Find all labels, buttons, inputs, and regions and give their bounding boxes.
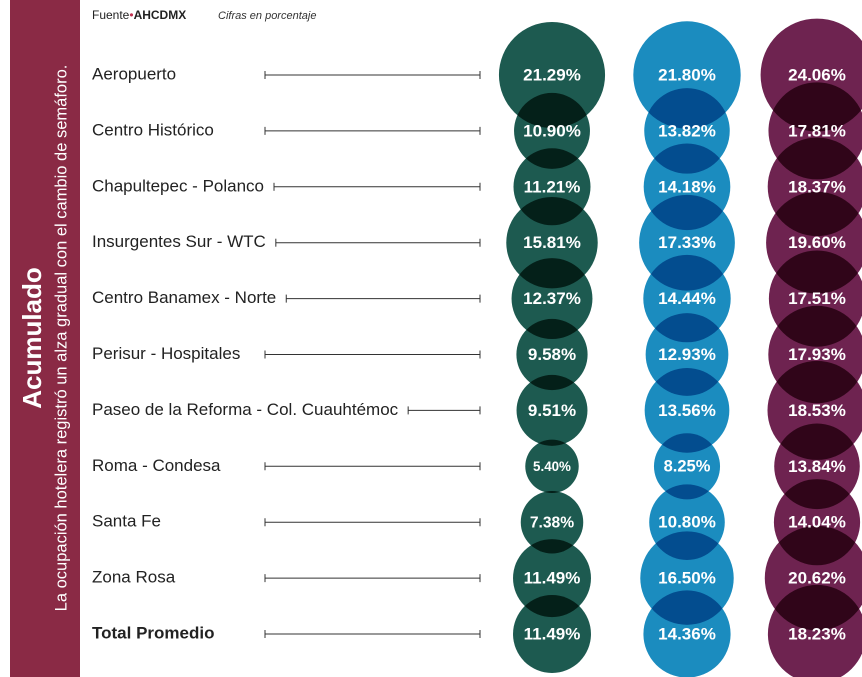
value-label: 18.53%: [788, 401, 846, 420]
value-label: 17.51%: [788, 289, 846, 308]
source-dot: •: [129, 8, 133, 22]
bubble: [513, 539, 591, 618]
value-label: 14.04%: [788, 513, 846, 532]
value-label: 20.62%: [788, 569, 846, 588]
value-label: 21.29%: [523, 65, 581, 84]
category-label: Chapultepec - Polanco: [92, 176, 264, 195]
category-label: Santa Fe: [92, 512, 161, 531]
value-label: 24.06%: [788, 65, 846, 84]
category-label: Centro Histórico: [92, 120, 214, 139]
value-label: 9.58%: [528, 345, 576, 364]
value-label: 9.51%: [528, 401, 576, 420]
bubble: [516, 374, 588, 446]
value-label: 5.40%: [533, 459, 571, 474]
value-label: 16.50%: [658, 569, 716, 588]
side-subtitle: La ocupación hotelera registró un alza g…: [52, 65, 70, 612]
value-label: 17.93%: [788, 345, 846, 364]
side-sub: La ocupación hotelera registró un alza g…: [52, 65, 70, 612]
bubble: [498, 21, 606, 129]
category-label: Total Promedio: [92, 623, 214, 642]
bubble: [653, 433, 721, 500]
side-title: Acumulado: [17, 267, 47, 409]
bubble: [516, 318, 588, 391]
value-label: 18.37%: [788, 177, 846, 196]
bubble: [643, 590, 731, 677]
bubble-labels: 21.29% 10.90% 11.21% 15.81% 12.37% 9.58% 9.51%…: [523, 65, 846, 643]
value-label: 11.21%: [524, 177, 581, 196]
value-label: 13.56%: [658, 401, 716, 420]
category-label: Aeropuerto: [92, 64, 176, 83]
bubble: [520, 490, 584, 554]
value-label: 21.80%: [658, 65, 716, 84]
value-label: 12.93%: [658, 345, 716, 364]
value-label: 13.82%: [658, 121, 716, 140]
category-label: Zona Rosa: [92, 568, 176, 587]
units-note: Cifras en porcentaje: [218, 10, 316, 22]
value-label: 11.49%: [524, 569, 581, 588]
value-label: 17.81%: [788, 121, 846, 140]
value-label: 13.84%: [788, 457, 846, 476]
value-label: 18.23%: [788, 624, 846, 643]
value-label: 10.80%: [658, 513, 716, 532]
bubble: [514, 92, 590, 169]
bubble: [525, 439, 579, 494]
bubble: [767, 584, 862, 677]
bubbles: [498, 18, 862, 677]
value-label: 8.25%: [664, 458, 711, 476]
bubble: [644, 368, 730, 453]
value-label: 14.18%: [658, 177, 716, 196]
value-label: 14.44%: [658, 289, 716, 308]
value-label: 14.36%: [658, 624, 716, 643]
source: AHCDMX: [134, 8, 187, 22]
value-label: 17.33%: [658, 233, 716, 252]
bubble: [511, 258, 593, 340]
source-label: Fuente: [92, 8, 130, 22]
value-label: 10.90%: [523, 121, 581, 140]
source-note: Fuente•AHCDMX: [92, 8, 186, 22]
value-label: 12.37%: [523, 289, 581, 308]
side-band: [10, 0, 80, 677]
category-label: Perisur - Hospitales: [92, 344, 240, 363]
category-label: Roma - Condesa: [92, 456, 221, 475]
category-label: Paseo de la Reforma - Col. Cuauhtémoc: [92, 400, 399, 419]
bubble: [513, 595, 591, 673]
side-text: Acumulado: [17, 267, 47, 409]
category-label: Centro Banamex - Norte: [92, 288, 276, 307]
value-label: 7.38%: [530, 514, 574, 531]
value-label: 11.49%: [524, 624, 581, 643]
category-label: Insurgentes Sur - WTC: [92, 232, 266, 251]
value-label: 19.60%: [788, 233, 846, 252]
value-label: 15.81%: [523, 233, 581, 252]
